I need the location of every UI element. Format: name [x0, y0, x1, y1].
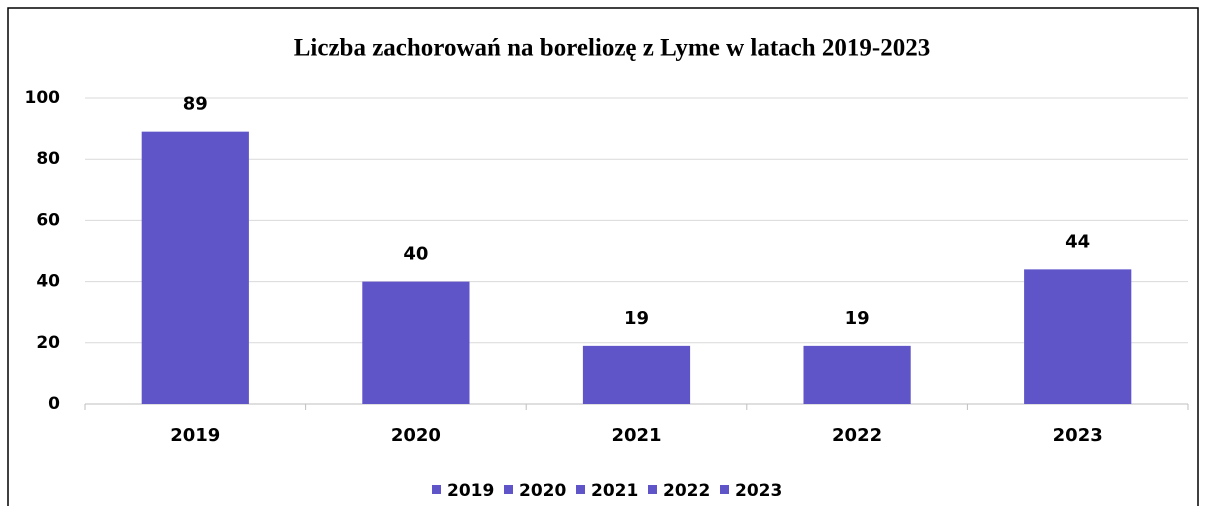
legend-label: 2020 [519, 481, 566, 501]
x-tick-label: 2022 [832, 425, 882, 446]
x-tick-label: 2023 [1053, 425, 1103, 446]
bar [362, 281, 470, 404]
legend-swatch [576, 485, 585, 494]
bar [803, 345, 911, 404]
bar [141, 131, 249, 404]
data-label: 40 [403, 244, 428, 265]
x-tick-label: 2019 [170, 425, 220, 446]
legend-label: 2021 [591, 481, 638, 501]
legend-label: 2019 [447, 481, 494, 501]
y-tick-label: 40 [36, 272, 60, 292]
legend-swatch [720, 485, 729, 494]
y-tick-label: 80 [36, 149, 60, 169]
data-label: 44 [1065, 231, 1090, 252]
legend-swatch [504, 485, 513, 494]
legend-swatch [648, 485, 657, 494]
x-tick-label: 2020 [391, 425, 441, 446]
legend-label: 2023 [735, 481, 782, 501]
y-tick-label: 100 [25, 88, 61, 108]
legend-label: 2022 [663, 481, 710, 501]
y-tick-label: 0 [48, 394, 60, 414]
bar [1024, 269, 1132, 404]
legend-swatch [432, 485, 441, 494]
chart-title: Liczba zachorowań na boreliozę z Lyme w … [294, 35, 931, 62]
bar [582, 345, 691, 404]
data-label: 89 [183, 94, 208, 115]
x-tick-label: 2021 [611, 425, 661, 446]
y-tick-label: 60 [36, 210, 60, 230]
y-tick-label: 20 [36, 333, 60, 353]
data-label: 19 [624, 308, 649, 329]
data-label: 19 [845, 308, 870, 329]
